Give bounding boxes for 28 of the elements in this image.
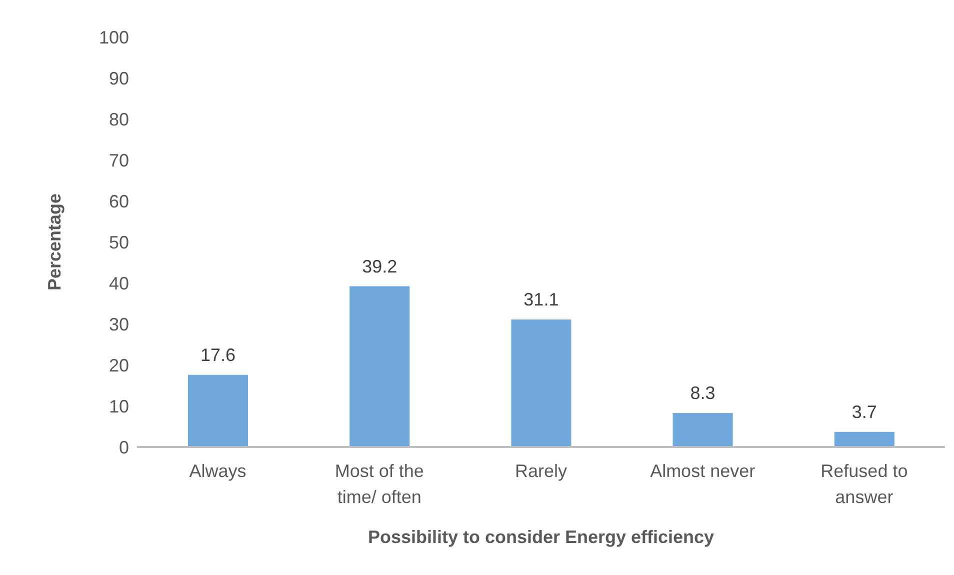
data-label: 8.3 [690, 382, 716, 403]
y-tick-label: 90 [108, 68, 129, 88]
y-tick-label: 80 [108, 109, 129, 130]
y-tick-label: 100 [98, 27, 129, 48]
data-label: 3.7 [852, 402, 877, 422]
bar [511, 319, 572, 447]
bar [188, 374, 248, 447]
y-tick-label: 40 [108, 273, 129, 294]
bar [350, 286, 410, 447]
y-tick-label: 60 [108, 191, 129, 212]
x-tick-label: Always [189, 461, 246, 481]
bar [672, 412, 733, 447]
x-tick-label: Rarely [514, 461, 568, 481]
x-tick-label: Almost never [650, 461, 756, 481]
y-tick-label: 50 [108, 232, 129, 252]
y-tick-label: 10 [108, 396, 129, 416]
y-tick-label: 0 [118, 437, 129, 458]
x-axis-title: Possibility to consider Energy efficiency [368, 527, 714, 547]
x-tick-label: Most of the time/ often [334, 461, 424, 507]
data-label: 39.2 [362, 256, 398, 276]
data-label: 17.6 [200, 344, 236, 365]
data-label: 31.1 [524, 289, 559, 310]
y-axis-title: Percentage [44, 193, 64, 291]
y-tick-label: 30 [108, 314, 129, 334]
y-tick-label: 70 [108, 150, 129, 170]
bar [834, 432, 894, 447]
x-tick-label: Refused to answer [820, 461, 908, 507]
y-tick-label: 20 [108, 355, 129, 376]
